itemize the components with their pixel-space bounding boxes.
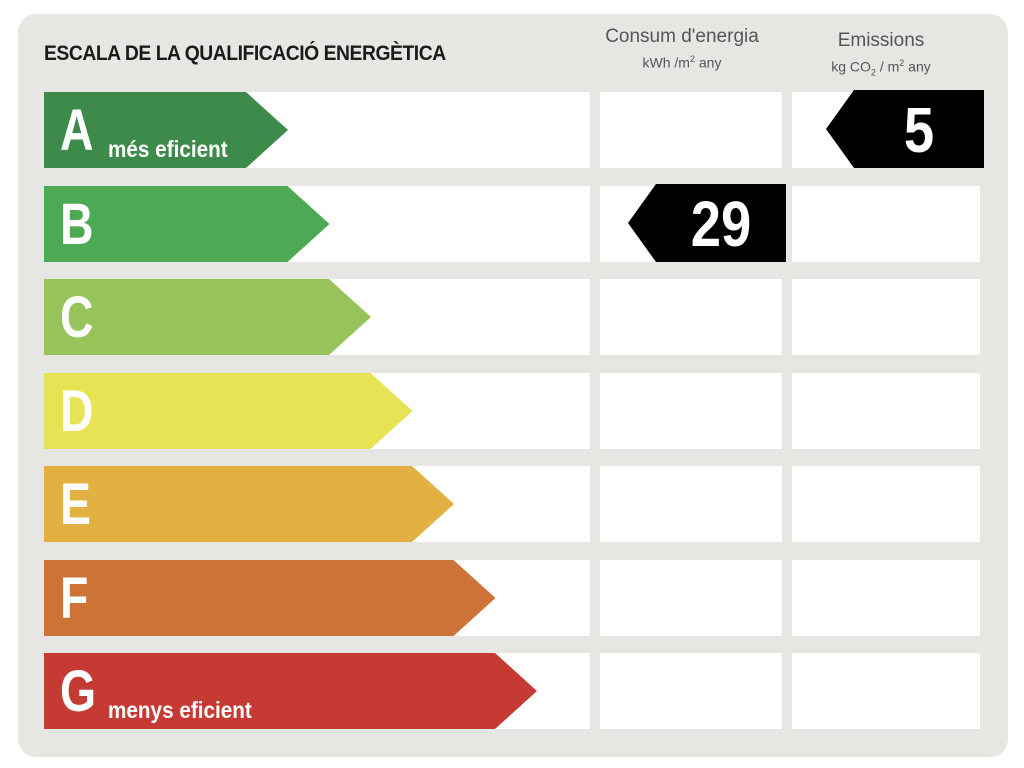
class-arrow-shape-d <box>44 373 413 449</box>
class-letter-c: C <box>60 285 94 350</box>
emissions-cell-e <box>792 466 980 542</box>
emissions-rating-marker <box>826 90 984 168</box>
class-letter-f: F <box>60 566 89 631</box>
emissions-header: Emissions kg CO2 / m2 any <box>792 30 970 77</box>
energy-rating-marker <box>628 184 786 262</box>
energy-marker-arrow <box>628 184 786 262</box>
energy-cell-f <box>600 560 782 636</box>
class-bar-e <box>44 466 454 542</box>
class-bar-c <box>44 279 371 355</box>
emissions-rating-value: 5 <box>903 94 935 166</box>
energy-rating-value: 29 <box>690 188 752 260</box>
class-arrow-shape-e <box>44 466 454 542</box>
emissions-title: Emissions <box>837 30 925 51</box>
class-arrow-shape-c <box>44 279 371 355</box>
class-arrow-shape-g <box>44 653 537 729</box>
energy-consumption-title: Consum d'energia <box>605 26 759 47</box>
class-bar-a <box>44 92 288 168</box>
class-letter-e: E <box>60 472 91 537</box>
energy-cell-c <box>600 279 782 355</box>
energy-cell-g <box>600 653 782 729</box>
emissions-cell-d <box>792 373 980 449</box>
emissions-marker-shape <box>826 90 984 168</box>
class-bar-g <box>44 653 537 729</box>
class-arrow-g <box>44 653 537 729</box>
class-letter-a: A <box>60 98 94 163</box>
energy-cell-d <box>600 373 782 449</box>
class-arrow-shape-f <box>44 560 496 636</box>
label-most-efficient: més eficient <box>108 136 228 162</box>
energy-cell-e <box>600 466 782 542</box>
class-arrow-a <box>44 92 288 168</box>
class-bar-f <box>44 560 496 636</box>
energy-consumption-header: Consum d'energia kWh /m2 any <box>598 26 766 71</box>
chart-title: ESCALA DE LA QUALIFICACIÓ ENERGÈTICA <box>44 42 446 65</box>
class-letter-b: B <box>60 192 94 257</box>
energy-cell-a <box>600 92 782 168</box>
class-arrow-e <box>44 466 454 542</box>
emissions-cell-c <box>792 279 980 355</box>
class-arrow-shape-b <box>44 186 330 262</box>
class-arrow-d <box>44 373 413 449</box>
emissions-unit: kg CO2 / m2 any <box>831 58 931 78</box>
emissions-marker-arrow <box>826 90 984 168</box>
class-arrow-f <box>44 560 496 636</box>
energy-consumption-unit: kWh /m2 any <box>642 54 722 71</box>
class-bar-d <box>44 373 413 449</box>
class-bar-b <box>44 186 330 262</box>
class-letter-d: D <box>60 379 94 444</box>
emissions-cell-f <box>792 560 980 636</box>
energy-marker-shape <box>628 184 786 262</box>
class-arrow-c <box>44 279 371 355</box>
emissions-cell-g <box>792 653 980 729</box>
emissions-cell-b <box>792 186 980 262</box>
label-least-efficient: menys eficient <box>108 697 252 723</box>
class-arrow-shape-a <box>44 92 288 168</box>
class-arrow-b <box>44 186 330 262</box>
class-letter-g: G <box>60 659 97 724</box>
